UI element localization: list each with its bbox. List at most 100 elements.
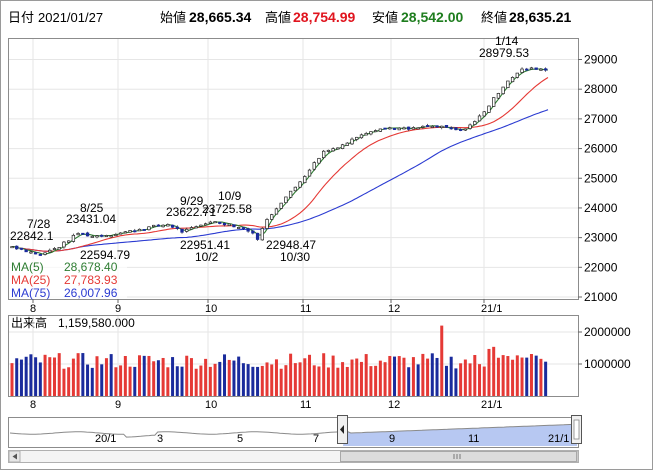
volume-bar — [274, 359, 278, 396]
volume-bar — [227, 359, 231, 396]
volume-bar — [369, 366, 373, 396]
candle-up — [279, 202, 283, 209]
volume-bar — [411, 357, 415, 396]
legend-ma75-value: 26,007.96 — [64, 286, 118, 300]
close-label: 終値 — [481, 10, 507, 25]
volume-bar — [397, 356, 401, 396]
navigator-label: 5 — [237, 433, 243, 445]
volume-bar — [237, 356, 241, 396]
volume-bar — [109, 354, 113, 396]
navigator-label: 20/1 — [95, 433, 116, 445]
volume-bar — [383, 362, 387, 396]
legend-bg — [9, 259, 127, 299]
annotation-value: 23431.04 — [66, 212, 116, 226]
volume-bar — [341, 362, 345, 396]
legend-ma5-label: MA(5) — [11, 260, 44, 274]
candle-down — [38, 253, 42, 256]
volume-bar — [501, 355, 505, 396]
volume-bar — [199, 365, 203, 396]
horizontal-scrollbar[interactable] — [8, 450, 579, 463]
volume-bar — [114, 367, 118, 396]
volume-bar — [29, 354, 33, 396]
volume-bar — [223, 354, 227, 396]
price-tick-label: 25000 — [584, 171, 618, 185]
ohlc-header: 日付 2021/01/27 始値 28,665.34 高値 28,754.99 … — [8, 9, 571, 25]
volume-bar — [38, 362, 42, 396]
candle-up — [355, 136, 359, 140]
x-tick-label: 8 — [30, 303, 36, 315]
volume-bar — [147, 355, 151, 396]
candles — [10, 66, 548, 256]
close-value: 28,635.21 — [509, 9, 571, 25]
volume-bar — [213, 363, 217, 396]
candle-up — [109, 235, 113, 238]
volume-bar — [171, 357, 175, 396]
price-grid — [9, 39, 578, 299]
volume-bar — [506, 356, 510, 396]
volume-bar — [133, 366, 137, 396]
scrollbar-thumb[interactable] — [340, 451, 577, 462]
price-tick-label: 29000 — [584, 53, 618, 67]
candle-up — [71, 234, 76, 242]
volume-label: 出来高 — [11, 315, 47, 330]
candle-up — [199, 224, 203, 227]
volume-tick-label: 1000000 — [584, 357, 631, 371]
candle-up — [421, 125, 425, 128]
candle-down — [33, 252, 38, 255]
price-tick-label: 24000 — [584, 201, 618, 215]
candle-up — [123, 231, 127, 234]
candle-up — [463, 128, 468, 131]
candle-down — [19, 247, 24, 250]
navigator-series — [9, 423, 579, 438]
candle-up — [326, 149, 331, 152]
volume-bar — [534, 355, 538, 396]
x-tick-label: 11 — [300, 303, 311, 315]
volume-bar — [48, 357, 52, 396]
volume-bar — [459, 363, 463, 396]
candle-down — [458, 129, 463, 131]
candle-up — [473, 121, 477, 125]
candle-down — [15, 245, 19, 250]
volume-bar — [350, 359, 354, 396]
candle-up — [501, 86, 505, 95]
volume-bar — [322, 353, 326, 396]
price-tick-label: 22000 — [584, 260, 618, 274]
candle-up — [128, 230, 132, 233]
volume-x-tick-label: 12 — [388, 399, 400, 411]
volume-bar — [293, 363, 297, 396]
volume-bar — [426, 358, 430, 396]
x-tick-label: 10 — [205, 303, 217, 315]
candle-up — [312, 162, 316, 170]
volume-bar — [374, 365, 378, 396]
volume-bar — [317, 366, 321, 396]
candle-up — [369, 131, 373, 135]
candle-up — [288, 190, 293, 198]
volume-bar — [279, 368, 283, 396]
navigator-right-handle[interactable] — [571, 415, 582, 444]
candle-up — [416, 127, 420, 130]
annotation-text: 10/30 — [280, 250, 310, 264]
volume-bar — [487, 348, 491, 396]
candle-up — [359, 134, 364, 139]
candle-up — [284, 196, 288, 204]
candle-up — [161, 224, 165, 228]
navigator-label: 3 — [157, 433, 163, 445]
annotation-text: 10/9 — [218, 189, 242, 203]
volume-bars — [10, 325, 548, 396]
volume-x-tick-label: 9 — [115, 399, 121, 411]
volume-bar — [289, 353, 293, 396]
volume-bar — [90, 367, 94, 396]
volume-x-tick-label: 8 — [30, 399, 36, 411]
volume-bar — [308, 354, 312, 396]
volume-bar — [24, 356, 28, 396]
navigator-left-handle[interactable] — [337, 415, 348, 444]
candle-up — [487, 105, 491, 113]
candle-up — [510, 76, 515, 83]
volume-bar — [194, 368, 198, 396]
candle-down — [81, 232, 85, 235]
volume-bar — [15, 358, 19, 396]
volume-bar — [10, 363, 14, 396]
volume-bar — [355, 358, 359, 396]
